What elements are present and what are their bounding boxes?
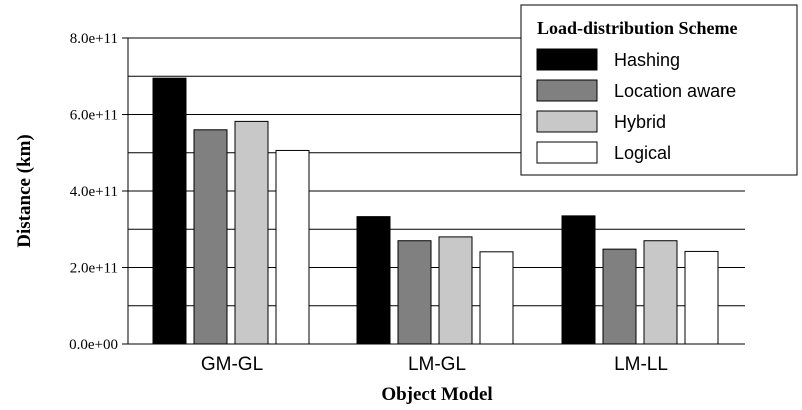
y-axis-ticks: 0.0e+00 2.0e+11 4.0e+11 6.0e+11 8.0e+11	[69, 31, 128, 353]
legend-items: Hashing Location aware Hybrid Logical	[536, 48, 736, 164]
x-axis-category-labels: GM-GL LM-GL LM-LL	[201, 354, 668, 375]
legend-label: Logical	[614, 143, 671, 163]
legend-label: Hashing	[614, 50, 680, 70]
legend-swatch	[536, 48, 598, 71]
bar-logical-gm-gl	[275, 149, 310, 345]
bar-hashing-lm-ll	[561, 215, 596, 345]
x-category-label: GM-GL	[201, 354, 263, 375]
bar-hashing-gm-gl	[152, 77, 187, 345]
x-axis-title: Object Model	[381, 384, 492, 405]
x-category-label: LM-GL	[408, 354, 466, 375]
legend-swatch	[536, 141, 598, 164]
bar-location-aware-lm-ll	[602, 248, 637, 345]
legend-title: Load-distribution Scheme	[537, 18, 738, 38]
y-tick-label: 6.0e+11	[70, 108, 118, 124]
bar-logical-lm-gl	[479, 251, 514, 345]
legend-swatch	[536, 110, 598, 133]
bar-location-aware-gm-gl	[193, 129, 228, 345]
bars	[152, 77, 719, 345]
legend: Load-distribution Scheme Hashing Location…	[520, 4, 798, 176]
y-axis-title: Distance (km)	[14, 134, 35, 247]
bar-hashing-lm-gl	[356, 216, 391, 345]
y-tick-label: 2.0e+11	[70, 261, 118, 277]
y-tick-label: 0.0e+00	[69, 337, 118, 353]
legend-label: Location aware	[614, 81, 736, 101]
bar-logical-lm-ll	[684, 250, 719, 345]
legend-swatch	[536, 79, 598, 102]
y-tick-label: 8.0e+11	[70, 31, 118, 47]
legend-label: Hybrid	[614, 112, 666, 132]
bar-location-aware-lm-gl	[397, 240, 432, 345]
bar-hybrid-gm-gl	[234, 120, 269, 345]
bar-hybrid-lm-gl	[438, 236, 473, 345]
y-tick-label: 4.0e+11	[70, 184, 118, 200]
x-category-label: LM-LL	[614, 354, 668, 375]
gridlines	[128, 37, 745, 307]
bar-hybrid-lm-ll	[643, 240, 678, 345]
